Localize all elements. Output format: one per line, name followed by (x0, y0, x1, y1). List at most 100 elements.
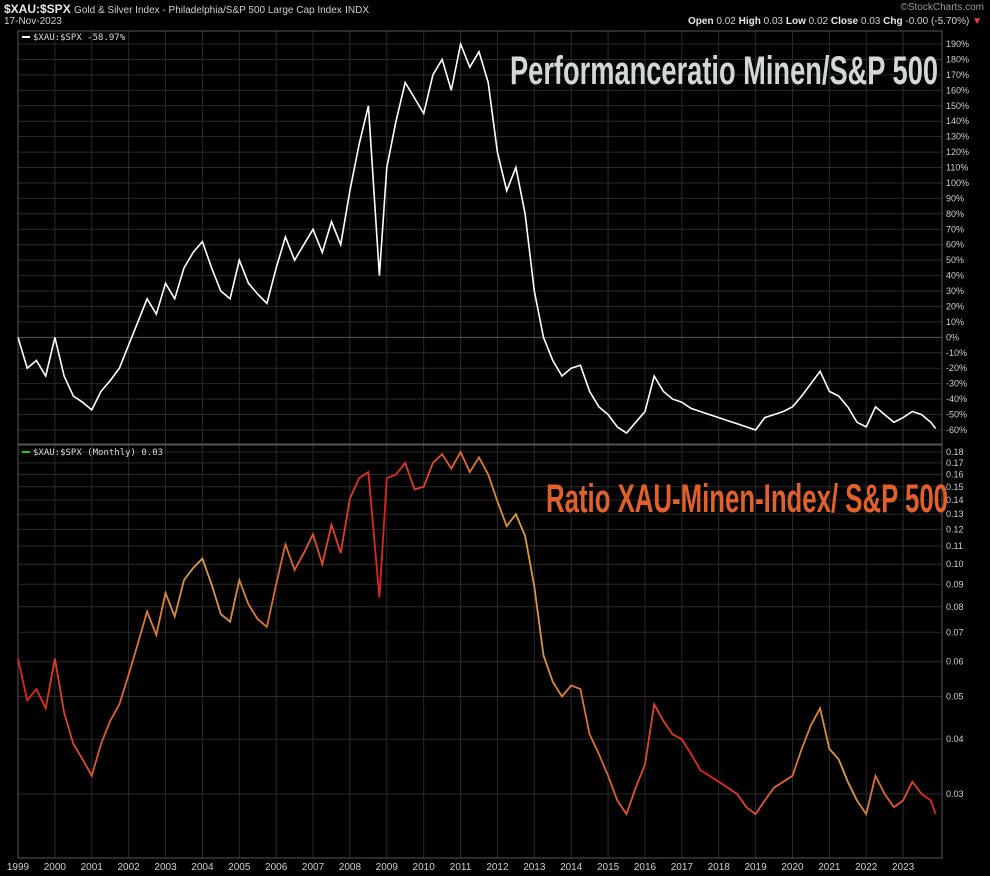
top-y-tick-label: 160% (946, 85, 969, 95)
bottom-y-tick-label: 0.06 (946, 657, 964, 667)
high-value: 0.03 (763, 16, 784, 27)
top-y-tick-label: -30% (946, 379, 967, 389)
x-tick-label: 2023 (892, 862, 915, 873)
bottom-y-tick-label: 0.08 (946, 602, 964, 612)
bottom-legend-text: $XAU:$SPX (Monthly) 0.03 (33, 448, 163, 458)
x-tick-label: 2010 (413, 862, 436, 873)
chg-label: Chg (883, 16, 903, 27)
bottom-y-axis: 0.180.170.16 0.15 0.14 0.13 0.12 0.11 0.10 0.09… (946, 447, 964, 799)
top-y-tick-label: 180% (946, 54, 969, 64)
x-tick-label: 2014 (560, 862, 583, 873)
low-label: Low (785, 16, 806, 27)
x-tick-label: 2013 (523, 862, 546, 873)
top-y-tick-label: 20% (946, 301, 964, 311)
bottom-y-tick-label: 0.14 (946, 495, 964, 505)
x-tick-label: 2006 (265, 862, 288, 873)
top-y-tick-label: 0% (946, 332, 959, 342)
top-y-tick-label: 150% (946, 101, 969, 111)
top-y-tick-label: -20% (946, 363, 967, 373)
exchange: INDX (345, 5, 370, 16)
x-tick-label: 2004 (191, 862, 214, 873)
close-value: 0.03 (860, 16, 881, 27)
symbol: $XAU:$SPX (4, 2, 71, 16)
bottom-y-tick-label: 0.15 (946, 482, 964, 492)
top-y-tick-label: 170% (946, 70, 969, 80)
top-y-tick-label: -60% (946, 425, 967, 435)
top-y-tick-label: 130% (946, 132, 969, 142)
top-y-tick-label: 40% (946, 271, 964, 281)
chg-value: -0.00 (-5.70%) (905, 16, 970, 27)
top-annotation: Performanceratio Minen/S&P 500 (510, 49, 938, 93)
top-series-line (17, 41, 937, 435)
ohlc-readout: Open 0.02 High 0.03 Low 0.02 Close 0.03 … (688, 16, 982, 27)
top-y-axis: 190% 180% 170% 160% 150% 140% 130% 120% 110% 100%… (946, 39, 969, 435)
top-legend: $XAU:$SPX -58.97% (22, 33, 126, 43)
top-y-tick-label: 90% (946, 193, 964, 203)
open-value: 0.02 (716, 16, 736, 27)
top-y-tick-label: 30% (946, 286, 964, 296)
top-y-tick-label: 110% (946, 163, 968, 173)
down-arrow-icon: ▼ (972, 16, 982, 27)
x-tick-label: 1999 (7, 862, 30, 873)
x-tick-label: 2000 (44, 862, 67, 873)
bottom-y-tick-label: 0.05 (946, 691, 964, 701)
open-label: Open (688, 16, 714, 27)
bottom-y-tick-label: 0.04 (946, 734, 964, 744)
symbol-title: $XAU:$SPX Gold & Silver Index - Philadel… (4, 2, 369, 16)
source-credit: ©StockCharts.com (900, 2, 984, 13)
x-tick-label: 2019 (744, 862, 767, 873)
x-tick-label: 2008 (339, 862, 362, 873)
bottom-y-tick-label: 0.13 (946, 509, 964, 519)
x-axis: 1999 2000 2001 2002 2003 2004 2005 2006 2007 2008… (7, 862, 915, 873)
top-y-tick-label: 60% (946, 240, 964, 250)
close-label: Close (830, 16, 859, 27)
top-panel-frame (17, 30, 943, 445)
x-tick-label: 2017 (671, 862, 694, 873)
high-label: High (738, 16, 761, 27)
bottom-legend: $XAU:$SPX (Monthly) 0.03 (22, 448, 163, 458)
bottom-y-tick-label: 0.10 (946, 559, 964, 569)
bottom-y-tick-label: 0.09 (946, 579, 964, 589)
top-y-tick-label: 80% (946, 209, 964, 219)
bottom-y-tick-label: 0.07 (946, 627, 964, 637)
x-tick-label: 2005 (228, 862, 251, 873)
x-tick-label: 2020 (781, 862, 804, 873)
top-y-tick-label: 50% (946, 255, 964, 265)
top-y-tick-label: -40% (946, 394, 967, 404)
top-panel-grid (17, 31, 942, 444)
top-y-tick-label: 190% (946, 39, 969, 49)
x-tick-label: 2018 (708, 862, 731, 873)
bottom-y-tick-label: 0.11 (946, 541, 963, 551)
x-tick-label: 2009 (376, 862, 399, 873)
top-legend-text: $XAU:$SPX -58.97% (33, 33, 126, 43)
bottom-y-tick-label: 0.17 (946, 458, 964, 468)
x-tick-label: 2007 (302, 862, 325, 873)
top-y-tick-label: -50% (946, 410, 967, 420)
x-tick-label: 2022 (855, 862, 878, 873)
symbol-description: Gold & Silver Index - Philadelphia/S&P 5… (74, 5, 342, 16)
top-y-tick-label: 140% (946, 116, 969, 126)
bottom-y-tick-label: 0.16 (946, 469, 964, 479)
bottom-y-tick-label: 0.18 (946, 447, 964, 457)
x-tick-label: 2011 (450, 862, 472, 873)
x-tick-label: 2002 (118, 862, 141, 873)
x-tick-label: 2001 (81, 862, 104, 873)
x-tick-label: 2016 (634, 862, 657, 873)
bottom-y-tick-label: 0.03 (946, 789, 964, 799)
bottom-panel-grid (17, 445, 942, 858)
bottom-y-tick-label: 0.12 (946, 524, 964, 534)
chart-date: 17-Nov-2023 (4, 16, 62, 27)
top-y-tick-label: 120% (946, 147, 969, 157)
bottom-annotation: Ratio XAU-Minen-Index/ S&P 500 (546, 477, 948, 521)
x-tick-label: 2012 (486, 862, 509, 873)
x-tick-label: 2015 (597, 862, 620, 873)
top-y-tick-label: 10% (946, 317, 964, 327)
x-tick-label: 2003 (154, 862, 177, 873)
top-y-tick-label: 70% (946, 224, 964, 234)
low-value: 0.02 (808, 16, 829, 27)
top-y-tick-label: 100% (946, 178, 969, 188)
x-tick-label: 2021 (818, 862, 841, 873)
bottom-series-line (17, 450, 937, 817)
chart-header: $XAU:$SPX Gold & Silver Index - Philadel… (0, 0, 990, 30)
